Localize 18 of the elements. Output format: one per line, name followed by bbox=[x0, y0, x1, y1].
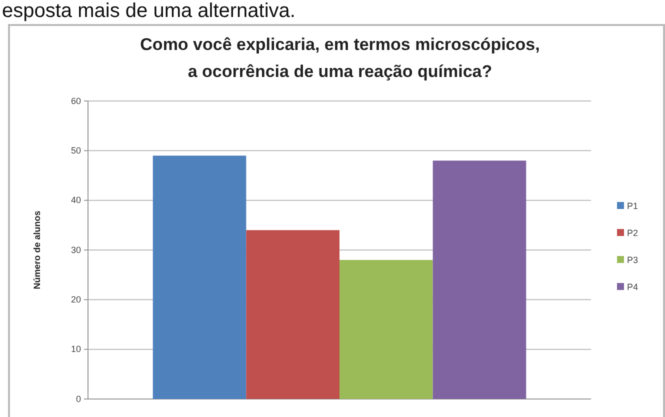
legend-label: P3 bbox=[627, 255, 638, 265]
bar bbox=[340, 260, 433, 399]
y-tick-label: 40 bbox=[70, 195, 81, 206]
bar bbox=[152, 156, 246, 399]
y-tick-label: 30 bbox=[70, 244, 81, 255]
chart-title: Como você explicaria, em termos microscópicos, a ocorrência de uma reação química? bbox=[140, 35, 540, 81]
y-tick-label: 50 bbox=[70, 146, 81, 156]
y-tick-label: 0 bbox=[76, 394, 81, 404]
legend-label: P2 bbox=[627, 228, 638, 238]
y-tick-label: 10 bbox=[70, 344, 81, 354]
bar bbox=[432, 160, 526, 399]
legend-label: P4 bbox=[627, 282, 638, 292]
bar bbox=[246, 230, 340, 399]
y-tick-label: 20 bbox=[70, 294, 81, 305]
y-tick-label: 60 bbox=[70, 96, 81, 106]
text: esposta mais de uma alternativa. bbox=[2, 0, 296, 22]
legend-label: P1 bbox=[627, 201, 638, 211]
y-axis-title: Número de alunos bbox=[32, 210, 42, 290]
